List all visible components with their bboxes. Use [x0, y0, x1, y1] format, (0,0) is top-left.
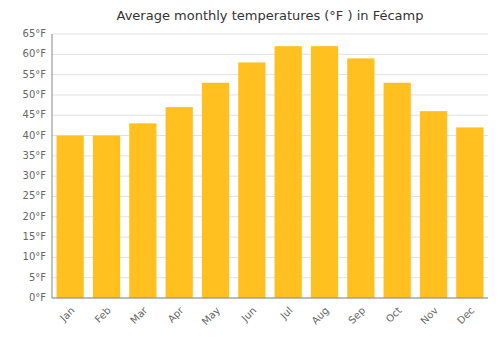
- y-tick-label: 40°F: [23, 130, 47, 141]
- bars: [57, 46, 484, 298]
- y-tick-label: 25°F: [23, 190, 47, 201]
- grid-line: [52, 54, 488, 55]
- x-tick-labels: Jan Feb Mar Apr May Jun Jul Aug Sep Oct Nov Dec: [57, 304, 476, 327]
- y-tick-label: 65°F: [23, 28, 47, 39]
- chart-svg: 0°F 5°F 10°F 15°F 20°F 25°F 30°F 35°F 40°F 45°F 50…: [0, 0, 500, 350]
- x-tick-label: Nov: [418, 305, 440, 327]
- bar: [57, 136, 84, 298]
- bar: [275, 46, 302, 298]
- x-tick-label: Mar: [128, 304, 150, 326]
- y-tick-label: 55°F: [23, 69, 47, 80]
- x-tick-label: Aug: [309, 305, 331, 327]
- bar: [238, 62, 265, 298]
- x-tick-label: May: [200, 305, 222, 327]
- bar: [93, 136, 120, 298]
- y-tick-label: 50°F: [23, 89, 47, 100]
- grid-line: [52, 74, 488, 75]
- y-axis-line: [52, 34, 53, 298]
- y-tick-labels: 0°F 5°F 10°F 15°F 20°F 25°F 30°F 35°F 40°F 45°F 50…: [23, 28, 47, 303]
- x-tick-label: Jul: [278, 305, 295, 322]
- grid-line: [52, 34, 488, 35]
- y-tick-label: 45°F: [23, 109, 47, 120]
- y-tick-label: 20°F: [23, 211, 47, 222]
- y-tick-label: 10°F: [23, 251, 47, 262]
- x-tick-label: Dec: [455, 305, 476, 326]
- bar: [420, 111, 447, 298]
- grid-line: [52, 298, 488, 299]
- y-tick-label: 35°F: [23, 150, 47, 161]
- y-tick-label: 0°F: [29, 292, 46, 303]
- x-tick-label: Oct: [384, 305, 404, 325]
- bar: [456, 127, 483, 298]
- x-tick-label: Jan: [57, 305, 76, 324]
- y-tick-label: 30°F: [23, 170, 47, 181]
- bar: [202, 83, 229, 298]
- y-tick-label: 5°F: [29, 272, 46, 283]
- x-axis-line: [52, 298, 488, 299]
- bar: [347, 58, 374, 298]
- x-tick-label: Apr: [166, 304, 187, 325]
- grid: [52, 34, 488, 298]
- x-tick-label: Jun: [239, 305, 259, 325]
- title: Average monthly temperatures (°F ) in Fé…: [117, 8, 424, 23]
- x-tick-label: Sep: [346, 305, 367, 326]
- y-tick-label: 15°F: [23, 231, 47, 242]
- bar: [384, 83, 411, 298]
- bar: [129, 123, 156, 298]
- x-tick-label: Feb: [93, 305, 113, 325]
- bar: [311, 46, 338, 298]
- bar: [166, 107, 193, 298]
- grid-line: [52, 94, 488, 95]
- y-tick-label: 60°F: [23, 48, 47, 59]
- chart-container: 0°F 5°F 10°F 15°F 20°F 25°F 30°F 35°F 40°F 45°F 50…: [0, 0, 500, 350]
